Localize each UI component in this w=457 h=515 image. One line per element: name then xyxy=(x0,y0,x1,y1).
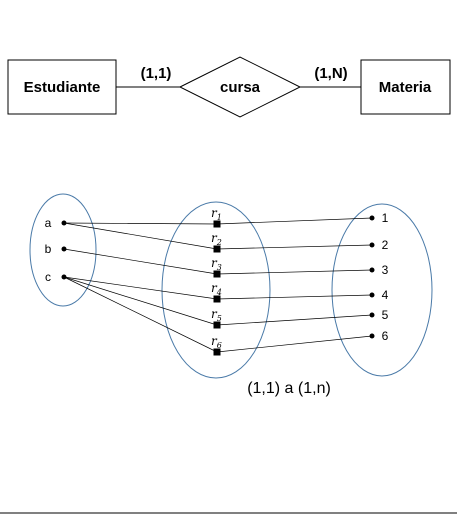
right-element-dot xyxy=(369,333,375,339)
right-element-label: 4 xyxy=(382,288,389,302)
set-right-ellipse xyxy=(331,203,433,377)
entity-estudiante xyxy=(7,59,117,115)
left-element-dot xyxy=(61,274,67,280)
mapping-line-left-c-r6 xyxy=(63,276,218,353)
right-element-dot xyxy=(369,267,375,273)
left-element-label: c xyxy=(45,270,51,284)
right-element-label: 3 xyxy=(382,263,389,277)
mapping-line-left-a-r1 xyxy=(63,222,218,225)
left-element-dot xyxy=(61,246,67,252)
relation-instance-marker xyxy=(213,295,221,303)
left-element-label: a xyxy=(45,216,52,230)
relation-elements: r1 r2 r3 r4 r5 r6 xyxy=(211,206,222,356)
er-diagram: Estudiante cursa Materia (1,1) (1,N) xyxy=(7,56,451,118)
right-element-label: 5 xyxy=(382,308,389,322)
mapping-line-r5-right-5 xyxy=(216,314,373,326)
relation-instance-label: r1 xyxy=(211,206,222,222)
mapping-lines xyxy=(63,217,373,353)
right-element-label: 1 xyxy=(382,211,389,225)
left-elements: abc xyxy=(45,216,67,284)
relation-instance-label: r2 xyxy=(211,231,222,247)
left-element-dot xyxy=(61,220,67,226)
entity-materia-label: Materia xyxy=(379,79,432,96)
mapping-line-left-c-r4 xyxy=(63,276,218,300)
mapping-line-r3-right-3 xyxy=(216,269,373,275)
relation-instance-label: r5 xyxy=(211,307,222,323)
cardinality-left: (1,1) xyxy=(141,65,172,82)
entity-materia xyxy=(360,59,451,115)
right-element-dot xyxy=(369,312,375,318)
right-element-label: 6 xyxy=(382,329,389,343)
relation-instance-marker xyxy=(213,321,221,329)
set-left-ellipse xyxy=(29,193,97,307)
right-element-dot xyxy=(369,292,375,298)
mapping-line-left-a-r2 xyxy=(63,222,218,250)
relation-instance-marker xyxy=(213,270,221,278)
mapping-line-left-b-r3 xyxy=(63,248,218,275)
left-element-label: b xyxy=(45,242,52,256)
caption: (1,1) a (1,n) xyxy=(247,380,331,397)
entity-estudiante-label: Estudiante xyxy=(24,79,101,96)
cardinality-right: (1,N) xyxy=(314,65,347,82)
mapping-line-r2-right-2 xyxy=(216,244,373,250)
relation-instance-label: r4 xyxy=(211,281,222,297)
set-diagram: abc r1 r2 r3 r4 r5 r6 1 2 3 4 5 6 xyxy=(29,193,433,379)
relationship-cursa-label: cursa xyxy=(220,79,261,96)
right-element-label: 2 xyxy=(382,238,389,252)
set-relation-ellipse xyxy=(161,201,271,379)
relation-instance-marker xyxy=(213,220,221,228)
relation-instance-marker xyxy=(213,245,221,253)
right-elements: 1 2 3 4 5 6 xyxy=(369,211,389,343)
relationship-cursa xyxy=(178,56,302,118)
relation-instance-label: r6 xyxy=(211,334,222,350)
mapping-line-r6-right-6 xyxy=(216,335,373,353)
right-element-dot xyxy=(369,242,375,248)
relation-instance-marker xyxy=(213,348,221,356)
mapping-line-left-c-r5 xyxy=(63,276,218,326)
mapping-line-r4-right-4 xyxy=(216,294,373,300)
relation-instance-label: r3 xyxy=(211,256,222,272)
mapping-line-r1-right-1 xyxy=(216,217,373,225)
right-element-dot xyxy=(369,215,375,221)
